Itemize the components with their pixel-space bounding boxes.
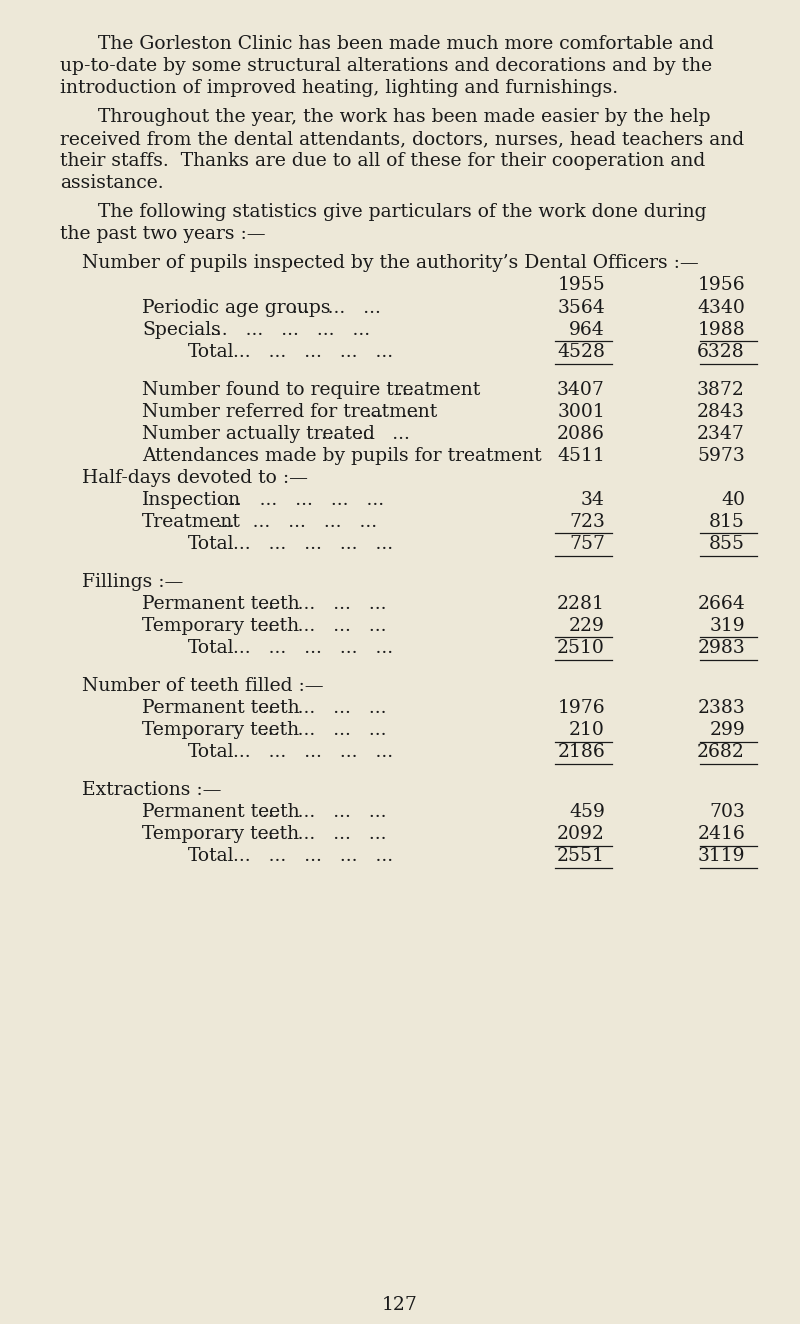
- Text: ...   ...   ...   ...: ... ... ... ...: [262, 825, 386, 843]
- Text: ...   ...   ...   ...   ...: ... ... ... ... ...: [234, 535, 394, 553]
- Text: 2186: 2186: [558, 743, 605, 761]
- Text: 5973: 5973: [698, 448, 745, 465]
- Text: 1988: 1988: [698, 322, 745, 339]
- Text: 703: 703: [709, 804, 745, 821]
- Text: the past two years :—: the past two years :—: [60, 225, 266, 244]
- Text: Temporary teeth: Temporary teeth: [142, 617, 299, 636]
- Text: 1956: 1956: [698, 275, 745, 294]
- Text: Treatment: Treatment: [142, 514, 241, 531]
- Text: 6328: 6328: [698, 343, 745, 361]
- Text: Throughout the year, the work has been made easier by the help: Throughout the year, the work has been m…: [98, 109, 710, 126]
- Text: Fillings :—: Fillings :—: [82, 573, 183, 592]
- Text: 3001: 3001: [558, 404, 605, 421]
- Text: received from the dental attendants, doctors, nurses, head teachers and: received from the dental attendants, doc…: [60, 130, 744, 148]
- Text: 2843: 2843: [697, 404, 745, 421]
- Text: ...   ...   ...   ...: ... ... ... ...: [262, 699, 386, 718]
- Text: ...   ...   ...   ...: ... ... ... ...: [262, 596, 386, 613]
- Text: ...   ...   ...: ... ... ...: [291, 299, 381, 318]
- Text: Number of pupils inspected by the authority’s Dental Officers :—: Number of pupils inspected by the author…: [82, 254, 698, 271]
- Text: Permanent teeth: Permanent teeth: [142, 596, 300, 613]
- Text: Periodic age groups: Periodic age groups: [142, 299, 330, 318]
- Text: 3872: 3872: [697, 381, 745, 399]
- Text: Permanent teeth: Permanent teeth: [142, 804, 300, 821]
- Text: 3119: 3119: [698, 847, 745, 866]
- Text: Number found to require treatment: Number found to require treatment: [142, 381, 480, 399]
- Text: ...   ...   ...   ...: ... ... ... ...: [262, 722, 386, 739]
- Text: 319: 319: [710, 617, 745, 636]
- Text: Half-days devoted to :—: Half-days devoted to :—: [82, 469, 308, 487]
- Text: ...   ...   ...   ...   ...: ... ... ... ... ...: [210, 322, 370, 339]
- Text: Number actually treated: Number actually treated: [142, 425, 375, 444]
- Text: 964: 964: [570, 322, 605, 339]
- Text: 4511: 4511: [558, 448, 605, 465]
- Text: their staffs.  Thanks are due to all of these for their cooperation and: their staffs. Thanks are due to all of t…: [60, 152, 706, 169]
- Text: Temporary teeth: Temporary teeth: [142, 825, 299, 843]
- Text: Attendances made by pupils for treatment: Attendances made by pupils for treatment: [142, 448, 542, 465]
- Text: ...   ...   ...   ...: ... ... ... ...: [262, 617, 386, 636]
- Text: 1955: 1955: [558, 275, 605, 294]
- Text: Number of teeth filled :—: Number of teeth filled :—: [82, 678, 324, 695]
- Text: ...   ...   ...   ...   ...: ... ... ... ... ...: [234, 847, 394, 866]
- Text: up-to-date by some structural alterations and decorations and by the: up-to-date by some structural alteration…: [60, 57, 712, 75]
- Text: ...   ...   ...   ...: ... ... ... ...: [262, 804, 386, 821]
- Text: 2281: 2281: [557, 596, 605, 613]
- Text: 3564: 3564: [558, 299, 605, 318]
- Text: 2983: 2983: [698, 639, 745, 657]
- Text: introduction of improved heating, lighting and furnishings.: introduction of improved heating, lighti…: [60, 79, 618, 97]
- Text: 229: 229: [569, 617, 605, 636]
- Text: Total: Total: [188, 847, 234, 866]
- Text: ...   ...: ... ...: [366, 404, 419, 421]
- Text: 2664: 2664: [698, 596, 745, 613]
- Text: ...   ...   ...   ...   ...: ... ... ... ... ...: [234, 343, 394, 361]
- Text: 1976: 1976: [558, 699, 605, 718]
- Text: 2086: 2086: [557, 425, 605, 444]
- Text: Total: Total: [188, 743, 234, 761]
- Text: 723: 723: [569, 514, 605, 531]
- Text: 2383: 2383: [698, 699, 745, 718]
- Text: ...   ...   ...   ...   ...: ... ... ... ... ...: [234, 639, 394, 657]
- Text: Specials: Specials: [142, 322, 221, 339]
- Text: 127: 127: [382, 1296, 418, 1313]
- Text: The following statistics give particulars of the work done during: The following statistics give particular…: [98, 203, 706, 221]
- Text: 40: 40: [721, 491, 745, 510]
- Text: 2416: 2416: [698, 825, 745, 843]
- Text: 2347: 2347: [697, 425, 745, 444]
- Text: ...   ...   ...   ...   ...: ... ... ... ... ...: [234, 743, 394, 761]
- Text: assistance.: assistance.: [60, 173, 164, 192]
- Text: 3407: 3407: [557, 381, 605, 399]
- Text: The Gorleston Clinic has been made much more comfortable and: The Gorleston Clinic has been made much …: [98, 34, 714, 53]
- Text: Permanent teeth: Permanent teeth: [142, 699, 300, 718]
- Text: 34: 34: [581, 491, 605, 510]
- Text: 2510: 2510: [557, 639, 605, 657]
- Text: ...: ...: [396, 381, 414, 399]
- Text: 2092: 2092: [557, 825, 605, 843]
- Text: Temporary teeth: Temporary teeth: [142, 722, 299, 739]
- Text: ...   ...   ...   ...   ...: ... ... ... ... ...: [225, 491, 385, 510]
- Text: 459: 459: [569, 804, 605, 821]
- Text: Total: Total: [188, 639, 234, 657]
- Text: 855: 855: [709, 535, 745, 553]
- Text: 2682: 2682: [697, 743, 745, 761]
- Text: 815: 815: [709, 514, 745, 531]
- Text: 4528: 4528: [557, 343, 605, 361]
- Text: Number referred for treatment: Number referred for treatment: [142, 404, 438, 421]
- Text: 299: 299: [710, 722, 745, 739]
- Text: 757: 757: [569, 535, 605, 553]
- Text: 210: 210: [569, 722, 605, 739]
- Text: 4340: 4340: [697, 299, 745, 318]
- Text: Total: Total: [188, 343, 234, 361]
- Text: Extractions :—: Extractions :—: [82, 781, 222, 800]
- Text: Inspection: Inspection: [142, 491, 241, 510]
- Text: ...   ...   ...: ... ... ...: [322, 425, 410, 444]
- Text: Total: Total: [188, 535, 234, 553]
- Text: ...   ...   ...   ...   ...: ... ... ... ... ...: [217, 514, 377, 531]
- Text: 2551: 2551: [557, 847, 605, 866]
